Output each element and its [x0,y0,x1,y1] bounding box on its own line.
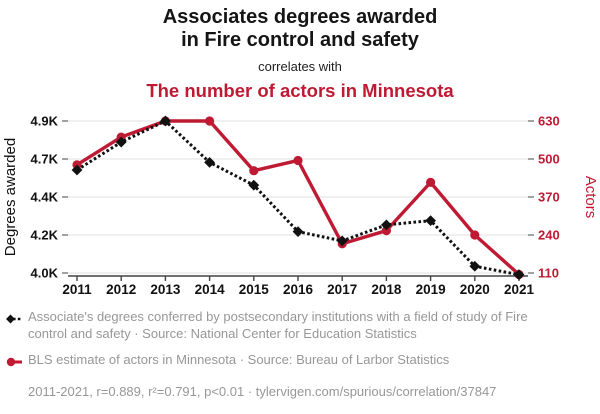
svg-text:2017: 2017 [327,282,357,297]
svg-text:4.9K: 4.9K [31,114,59,129]
svg-text:4.4K: 4.4K [31,190,59,205]
svg-text:2018: 2018 [371,282,402,297]
svg-text:630: 630 [538,114,560,129]
svg-text:2016: 2016 [283,282,314,297]
svg-text:2012: 2012 [106,282,136,297]
svg-text:4.0K: 4.0K [31,266,59,281]
stats-and-source-line: 2011-2021, r=0.889, r²=0.791, p<0.01 · t… [28,383,497,399]
red-circle-solid-series-icon [6,352,23,372]
svg-text:4.2K: 4.2K [31,228,59,243]
secondary-title: The number of actors in Minnesota [146,80,454,101]
correlates-with-label: correlates with [258,59,342,74]
correlation-line-chart: 4.9K 630 4.7K 500 4.4K 370 4.2K 240 4.0K 110 2011 2… [2,114,599,298]
black-diamond-dashed-series-icon [6,309,23,329]
svg-text:2013: 2013 [150,282,181,297]
svg-text:4.7K: 4.7K [31,152,59,167]
legend-degrees-text: Associate's degrees conferred by postsec… [28,309,528,341]
svg-text:Actors: Actors [582,176,599,219]
svg-text:2019: 2019 [416,282,446,297]
chart-header: Associates degrees awarded in Fire contr… [0,0,600,102]
svg-text:2020: 2020 [460,282,490,297]
svg-text:370: 370 [538,190,560,205]
svg-text:Degrees awarded: Degrees awarded [2,138,19,256]
svg-text:2021: 2021 [504,282,535,297]
svg-text:2011: 2011 [62,282,92,297]
svg-text:240: 240 [538,228,560,243]
legend-item-actors: BLS estimate of actors in Minnesota · So… [6,352,600,372]
title-line-2: in Fire control and safety [181,29,419,51]
title-line-1: Associates degrees awarded [162,6,438,28]
legend-item-degrees: Associate's degrees conferred by postsec… [6,309,600,342]
page-title: Associates degrees awarded in Fire contr… [0,6,600,52]
svg-text:110: 110 [538,266,559,281]
legend-actors-text: BLS estimate of actors in Minnesota · So… [28,352,450,367]
svg-text:2014: 2014 [195,282,226,297]
legend: Associate's degrees conferred by postsec… [0,309,600,399]
svg-text:2015: 2015 [239,282,270,297]
svg-text:500: 500 [538,152,560,167]
